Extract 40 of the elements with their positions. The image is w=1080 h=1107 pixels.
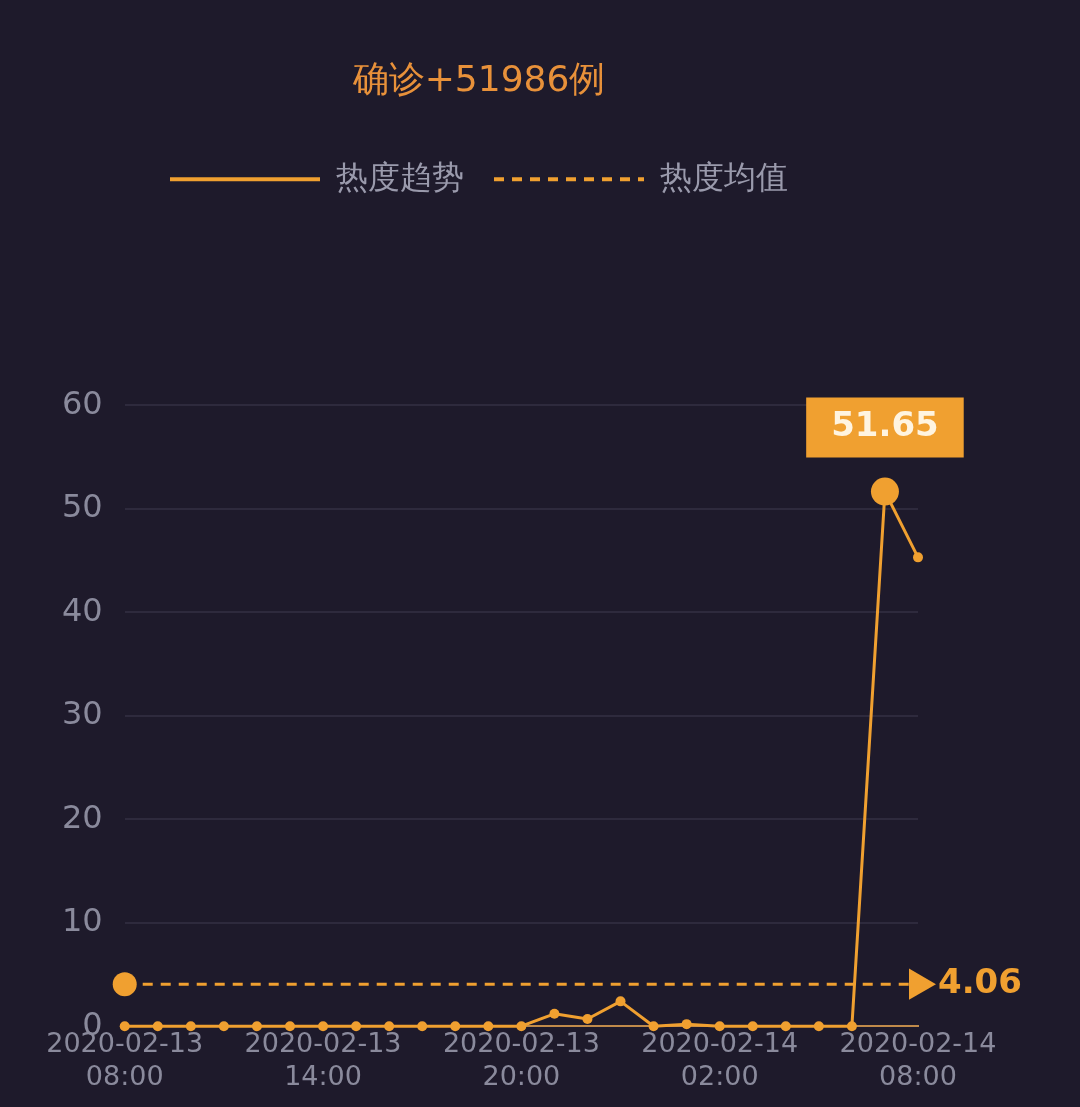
legend-label: 热度均值 bbox=[660, 157, 788, 196]
point bbox=[112, 972, 137, 997]
point bbox=[913, 552, 923, 563]
data-label: 4.06 bbox=[938, 961, 1022, 1002]
y-tick-label: 50 bbox=[62, 487, 103, 526]
point bbox=[813, 1021, 824, 1032]
point bbox=[185, 1021, 196, 1032]
y-tick-label: 30 bbox=[62, 694, 103, 733]
legend-label: 热度趋势 bbox=[336, 157, 464, 196]
point bbox=[681, 1019, 692, 1030]
point bbox=[351, 1021, 362, 1032]
point bbox=[846, 1021, 857, 1032]
y-tick-label: 40 bbox=[62, 590, 103, 629]
point bbox=[284, 1021, 295, 1032]
point bbox=[648, 1021, 659, 1032]
point bbox=[318, 1021, 329, 1032]
point bbox=[417, 1021, 428, 1032]
point bbox=[780, 1021, 791, 1032]
point bbox=[152, 1021, 163, 1032]
point bbox=[384, 1021, 395, 1032]
x-tick-label: 2020-02-14 02:00 bbox=[641, 1027, 799, 1091]
point bbox=[483, 1021, 494, 1032]
data-label: 51.65 bbox=[831, 404, 939, 445]
chart-title: 确诊+51986例 bbox=[351, 57, 606, 99]
point bbox=[582, 1013, 593, 1024]
point bbox=[516, 1021, 527, 1032]
point bbox=[549, 1008, 560, 1019]
y-tick-label: 20 bbox=[62, 797, 103, 836]
point bbox=[119, 1021, 130, 1032]
point bbox=[450, 1021, 461, 1032]
point bbox=[615, 996, 626, 1007]
point bbox=[714, 1021, 725, 1032]
y-tick-label: 60 bbox=[62, 383, 103, 422]
x-tick-label: 2020-02-13 14:00 bbox=[244, 1027, 402, 1091]
point bbox=[747, 1021, 758, 1032]
point bbox=[251, 1021, 262, 1032]
x-tick-label: 2020-02-14 08:00 bbox=[839, 1027, 997, 1091]
point bbox=[218, 1021, 229, 1032]
y-tick-label: 10 bbox=[62, 901, 103, 940]
x-tick-label: 2020-02-13 20:00 bbox=[442, 1027, 600, 1091]
